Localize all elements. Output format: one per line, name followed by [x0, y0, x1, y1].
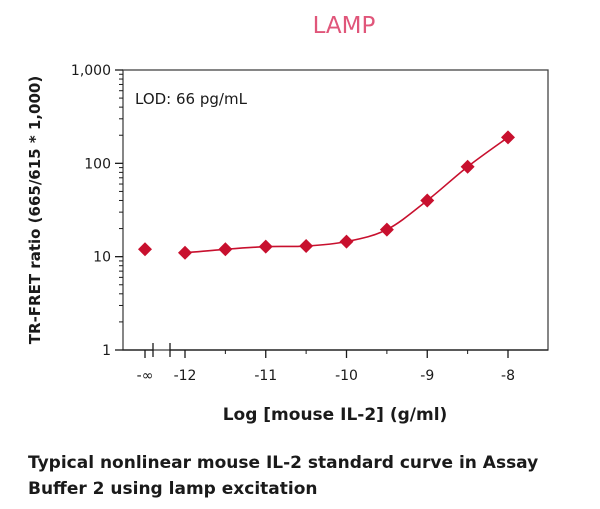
x-tick-label: -12 [174, 368, 197, 384]
chart: LAMP 1 10 100 1,000 -∞ -12 -11 -10 -9 -8 LOD: 66 … [26, 13, 549, 425]
data-point [460, 159, 475, 174]
data-point [138, 242, 152, 257]
x-axis-label: Log [mouse IL-2] (g/ml) [223, 405, 448, 425]
x-tick-label: -11 [254, 368, 277, 384]
x-tick-label: -∞ [137, 368, 154, 384]
figure-caption: Typical nonlinear mouse IL-2 standard cu… [28, 453, 539, 499]
x-tick-label: -9 [420, 368, 434, 384]
data-point [379, 222, 394, 237]
chart-title: LAMP [313, 13, 376, 39]
y-tick-label: 1 [102, 343, 111, 359]
data-point [218, 242, 233, 257]
data-point [178, 245, 192, 260]
y-axis-label: TR-FRET ratio (665/615 * 1,000) [26, 76, 44, 344]
data-point [420, 193, 435, 208]
y-tick-label: 1,000 [71, 63, 111, 79]
data-point [339, 234, 354, 249]
y-tick-label: 10 [93, 250, 111, 266]
y-tick-label: 100 [84, 156, 111, 172]
data-point [258, 239, 273, 254]
x-tick-label: -8 [501, 368, 515, 384]
data-point [501, 130, 515, 145]
x-tick-label: -10 [335, 368, 358, 384]
lod-annotation: LOD: 66 pg/mL [135, 90, 248, 108]
plot-frame [122, 69, 549, 351]
data-point [299, 239, 314, 254]
